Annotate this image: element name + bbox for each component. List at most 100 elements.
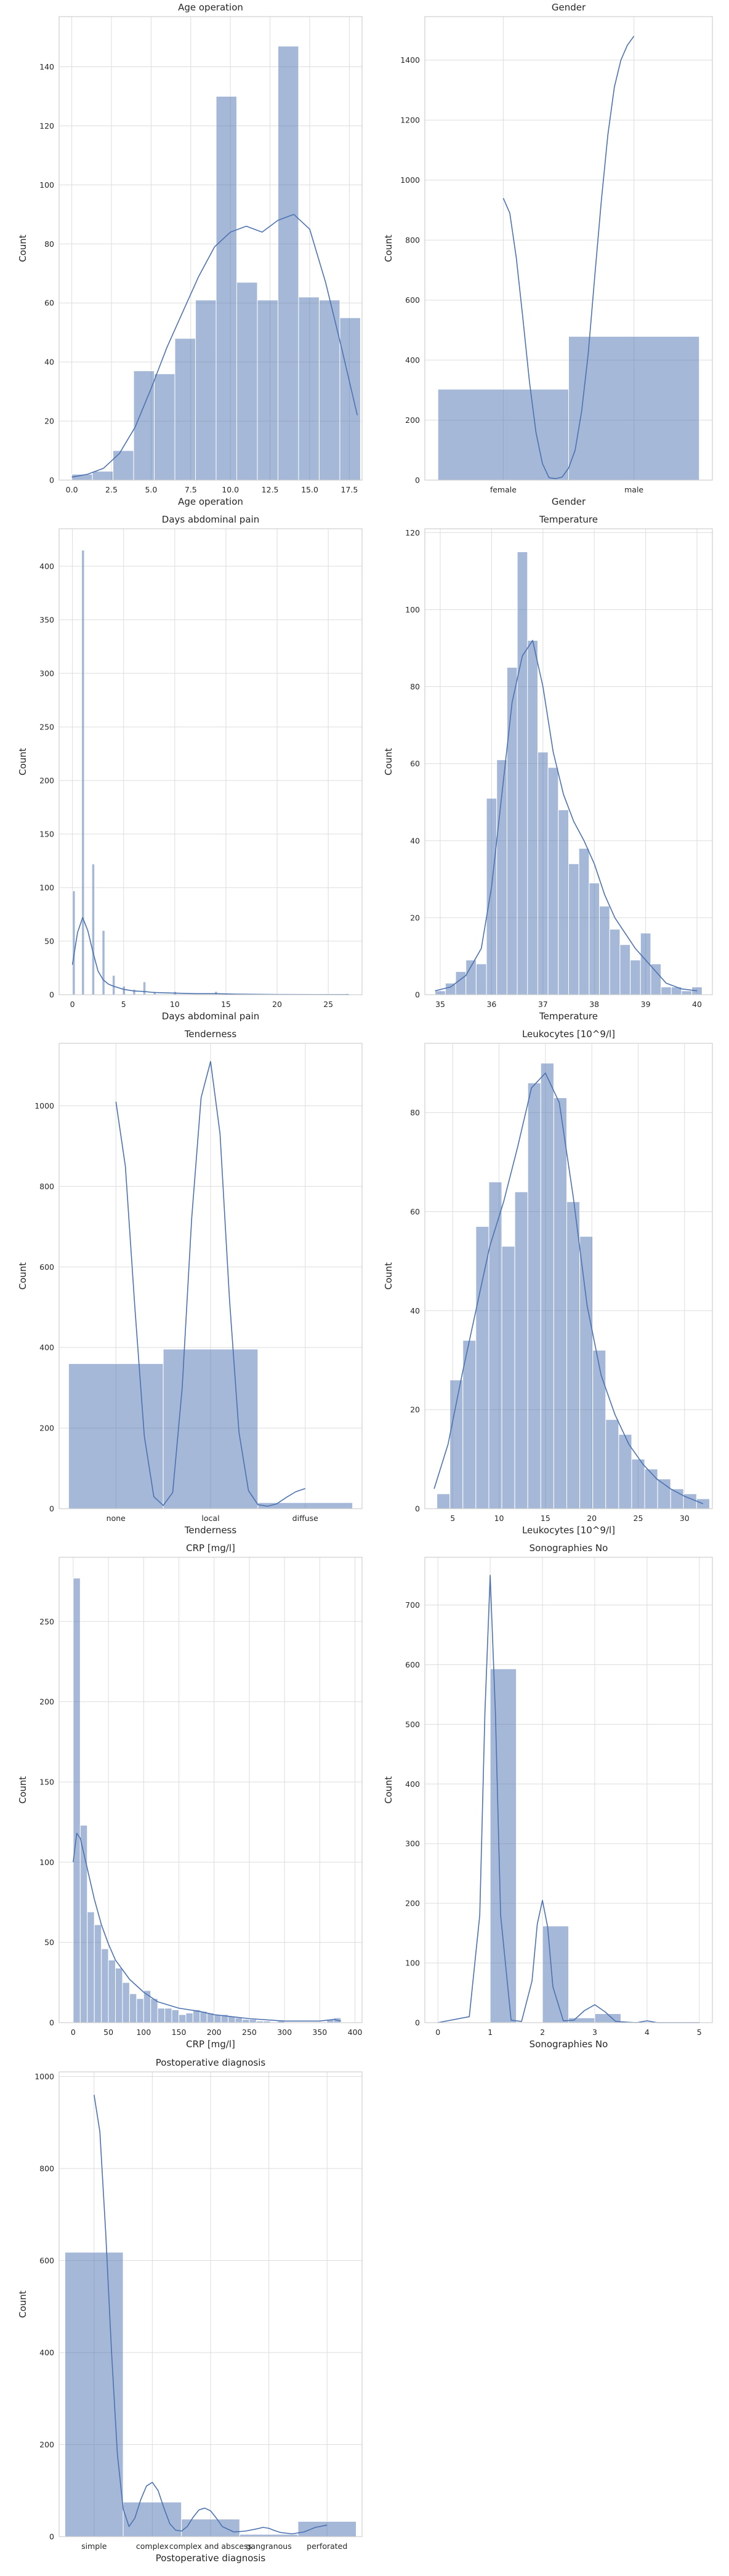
kde-line — [435, 640, 698, 992]
x-tick-label: 400 — [348, 2028, 363, 2037]
x-tick-label: 25 — [634, 1514, 643, 1523]
y-axis-label: Count — [17, 1776, 28, 1804]
y-tick-label: 0 — [415, 1504, 420, 1514]
histogram-bar — [257, 1502, 353, 1509]
x-tick-label: 5 — [450, 1514, 455, 1523]
y-tick-label: 120 — [39, 121, 54, 130]
histogram-bar — [185, 2012, 193, 2023]
y-tick-label: 1000 — [34, 2072, 54, 2081]
histogram-bar — [437, 388, 570, 481]
kde-line — [438, 1575, 699, 2023]
y-tick-label: 0 — [49, 1504, 54, 1514]
x-tick-label: 15 — [541, 1514, 550, 1523]
y-tick-label: 140 — [39, 62, 54, 71]
histogram-bar — [215, 95, 238, 481]
histogram-bar — [599, 905, 610, 995]
y-axis-label: Count — [383, 235, 394, 262]
x-tick-label: gangranous — [246, 2542, 291, 2551]
x-tick-label: female — [490, 485, 517, 494]
x-axis-label: Postoperative diagnosis — [156, 2553, 266, 2564]
histogram-bar — [506, 667, 518, 995]
plot-frame — [424, 1557, 713, 2023]
histogram-bar — [91, 864, 95, 995]
histogram-bar — [92, 471, 114, 481]
histogram-bar — [122, 985, 126, 995]
chart-title: Tenderness — [184, 1029, 237, 1040]
y-tick-label: 1000 — [400, 175, 420, 185]
x-tick-label: 35 — [435, 1000, 445, 1009]
x-tick-label: 12.5 — [262, 485, 279, 494]
plot-frame — [58, 1557, 363, 2023]
histogram-bar — [488, 1181, 502, 1509]
y-tick-label: 1400 — [400, 55, 420, 65]
subplot: Postoperative diagnosis simple complex comp… — [17, 2057, 363, 2564]
histogram-bar — [257, 299, 278, 481]
histogram-bar — [163, 1349, 259, 1509]
x-tick-label: complex and abscess — [169, 2542, 252, 2551]
y-tick-label: 400 — [39, 1343, 54, 1352]
y-tick-label: 150 — [39, 829, 54, 838]
y-tick-label: 800 — [39, 1182, 54, 1191]
y-axis-label: Count — [383, 748, 394, 776]
histogram-bar — [486, 798, 497, 995]
histogram-bar — [72, 890, 76, 995]
x-axis-label: Temperature — [539, 1011, 598, 1022]
y-tick-label: 800 — [405, 236, 420, 245]
histogram-bar — [132, 989, 136, 995]
histogram-bar — [568, 336, 700, 481]
subplot: Sonographies No 0 1 2 3 4 5 0 100 200 300 400 500 600… — [383, 1543, 713, 2050]
histogram-bar — [462, 1340, 477, 1509]
x-tick-label: 25 — [323, 1000, 333, 1009]
x-tick-label: 0.0 — [66, 485, 78, 494]
histogram-bar — [449, 1379, 464, 1509]
y-tick-label: 200 — [39, 1424, 54, 1433]
x-tick-label: male — [624, 485, 643, 494]
histogram-bar — [179, 2014, 187, 2023]
x-tick-label: 7.5 — [185, 485, 197, 494]
x-tick-label: local — [201, 1514, 219, 1523]
y-tick-label: 600 — [405, 1660, 420, 1669]
y-tick-label: 50 — [44, 1938, 54, 1947]
histogram-bar — [297, 2521, 357, 2537]
y-tick-label: 0 — [415, 990, 420, 1000]
histogram-bar — [143, 1990, 151, 2023]
kde-line — [71, 917, 349, 995]
x-axis-label: Sonographies No — [530, 2039, 608, 2050]
y-tick-label: 0 — [415, 2018, 420, 2028]
histogram-bar — [68, 1363, 164, 1509]
histogram-bar — [153, 991, 156, 995]
chart-title: Postoperative diagnosis — [156, 2057, 266, 2068]
y-axis-label: Count — [17, 2290, 28, 2318]
y-tick-label: 600 — [405, 295, 420, 305]
y-tick-label: 20 — [410, 1405, 420, 1414]
x-tick-label: 20 — [272, 1000, 282, 1009]
histogram-bar — [489, 1668, 517, 2023]
x-tick-label: 0 — [435, 2028, 440, 2037]
y-tick-label: 50 — [44, 936, 54, 945]
histogram-bar — [142, 981, 147, 995]
x-tick-label: 4 — [645, 2028, 650, 2037]
y-tick-label: 1200 — [400, 116, 420, 125]
y-tick-label: 400 — [39, 2348, 54, 2357]
x-tick-label: 1 — [488, 2028, 493, 2037]
histogram-bar — [87, 1911, 95, 2023]
histogram-bar — [235, 2017, 243, 2023]
histogram-bar — [605, 1419, 619, 1509]
kde-line — [94, 2095, 328, 2535]
x-tick-label: 5.0 — [145, 485, 157, 494]
histogram-bar — [579, 1236, 594, 1509]
chart-title: CRP [mg/l] — [186, 1543, 235, 1554]
histogram-bar — [527, 1082, 541, 1509]
y-tick-label: 100 — [39, 180, 54, 190]
histogram-bar — [241, 2019, 250, 2023]
y-axis-label: Count — [383, 1262, 394, 1290]
histogram-bar — [136, 1998, 144, 2023]
histogram-bar — [661, 986, 672, 995]
subplot: Leukocytes [10^9/l] 5 10 15 20 25 30 0 20 40 60 80 L… — [383, 1029, 713, 1536]
x-axis-label: Age operation — [178, 496, 243, 507]
kde-line — [71, 214, 358, 478]
y-tick-label: 20 — [44, 417, 54, 426]
x-tick-label: 0 — [71, 2028, 76, 2037]
y-tick-label: 80 — [410, 682, 420, 691]
